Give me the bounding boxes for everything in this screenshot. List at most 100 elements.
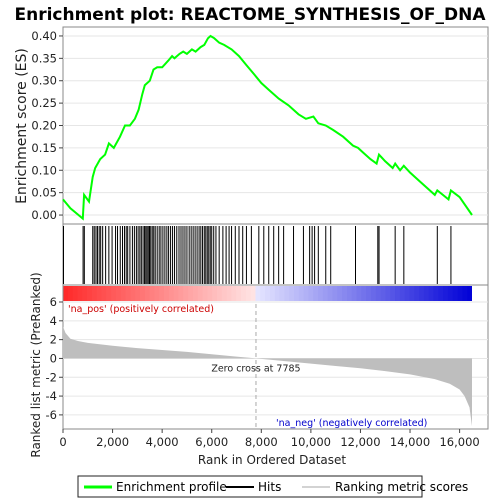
- color-bar-segment: [327, 286, 334, 301]
- color-bar-segment: [428, 286, 435, 301]
- color-bar-segment: [164, 286, 170, 301]
- color-bar-segment: [419, 286, 425, 301]
- ranking-y-tick-label: 4: [50, 314, 57, 328]
- color-bar-segment: [207, 286, 213, 301]
- color-bar-segment: [308, 286, 314, 301]
- color-bar-segment: [260, 286, 266, 301]
- hits-marks: [62, 226, 452, 284]
- color-bar-segment: [120, 286, 127, 301]
- color-bar-segment: [303, 286, 309, 301]
- color-bar-segment: [399, 286, 406, 301]
- es-y-tick-label: 0.10: [31, 163, 57, 177]
- x-axis-ticks: 0 2,000 4,000 6,000 8,000 10,000 12,000 14,000 1…: [59, 429, 480, 449]
- ranking-y-tick-label: -4: [46, 389, 57, 403]
- color-bar-segment: [447, 286, 454, 301]
- color-bar-segment: [149, 286, 156, 301]
- color-bar-segment: [197, 286, 204, 301]
- color-bar-segment: [366, 286, 372, 301]
- color-bar-segment: [318, 286, 324, 301]
- x-tick-label: 10,000: [291, 435, 331, 449]
- color-bar-segment: [390, 286, 396, 301]
- legend: Enrichment profile Hits Ranking metric s…: [77, 475, 468, 498]
- color-bar-segment: [77, 286, 83, 301]
- x-axis-label: Rank in Ordered Dataset: [198, 453, 346, 467]
- color-bar-segment: [414, 286, 420, 301]
- color-bar-segment: [241, 286, 247, 301]
- color-bar-segment: [404, 286, 411, 301]
- x-tick-label: 4,000: [146, 435, 179, 449]
- color-bar-segment: [265, 286, 271, 301]
- es-y-tick-label: 0.00: [31, 208, 57, 222]
- chart-title: Enrichment plot: REACTOME_SYNTHESIS_OF_D…: [14, 5, 486, 25]
- ranking-y-axis-label: Ranked list metric (PreRanked): [29, 272, 43, 457]
- color-bar-segment: [144, 286, 151, 301]
- color-bar-segment: [361, 286, 367, 301]
- color-bar-segment: [139, 286, 146, 301]
- ranking-color-bar: [63, 286, 488, 301]
- color-bar-segment: [298, 286, 305, 301]
- color-bar-segment: [87, 286, 93, 301]
- color-bar-segment: [250, 286, 257, 301]
- ranking-y-tick-label: 6: [50, 295, 57, 309]
- color-bar-segment: [433, 286, 439, 301]
- color-bar-segment: [370, 286, 377, 301]
- es-y-tick-label: 0.25: [31, 96, 57, 110]
- color-bar-segment: [293, 286, 300, 301]
- color-bar-segment: [395, 286, 401, 301]
- ranking-y-tick-label: -6: [46, 408, 57, 422]
- color-bar-tail: [472, 286, 488, 301]
- color-bar-segment: [346, 286, 353, 301]
- color-bar-segment: [183, 286, 189, 301]
- es-y-tick-label: 0.30: [31, 74, 57, 88]
- color-bar-segment: [245, 286, 252, 301]
- color-bar-segment: [91, 286, 98, 301]
- color-bar-segment: [226, 286, 233, 301]
- ranking-metric-area: [63, 326, 472, 427]
- zero-cross-label: Zero cross at 7785: [211, 363, 300, 374]
- color-bar-segment: [101, 286, 107, 301]
- color-bar-segment: [289, 286, 295, 301]
- color-bar-segment: [188, 286, 194, 301]
- color-bar-segment: [269, 286, 276, 301]
- color-bar-segment: [452, 286, 459, 301]
- color-bar-segment: [380, 286, 386, 301]
- color-bar-segment: [111, 286, 117, 301]
- color-bar-segment: [457, 286, 463, 301]
- color-bar-segment: [337, 286, 343, 301]
- color-bar-segment: [279, 286, 285, 301]
- x-tick-label: 16,000: [439, 435, 479, 449]
- color-bar-segment: [192, 286, 199, 301]
- color-bar-segment: [236, 286, 242, 301]
- color-bar-segment: [106, 286, 112, 301]
- color-bar-segment: [322, 286, 329, 301]
- ranking-y-tick-label: 2: [50, 333, 57, 347]
- es-gridlines: [63, 35, 488, 216]
- color-bar-segment: [212, 286, 218, 301]
- x-tick-label: 0: [59, 435, 66, 449]
- legend-label-enrichment: Enrichment profile: [116, 480, 227, 494]
- color-bar-segment: [438, 286, 444, 301]
- x-tick-label: 14,000: [390, 435, 430, 449]
- x-tick-label: 8,000: [245, 435, 278, 449]
- color-bar-segment: [467, 286, 473, 301]
- color-bar-segment: [159, 286, 165, 301]
- color-bar-segment: [409, 286, 415, 301]
- color-bar-segment: [423, 286, 430, 301]
- legend-label-hits: Hits: [258, 480, 281, 494]
- color-bar-segment: [332, 286, 338, 301]
- color-bar-segment: [375, 286, 382, 301]
- color-bar-segment: [115, 286, 122, 301]
- x-tick-label: 6,000: [195, 435, 228, 449]
- es-y-tick-label: 0.05: [31, 186, 57, 200]
- x-tick-label: 12,000: [340, 435, 380, 449]
- color-bar-segment: [168, 286, 175, 301]
- color-bar-segment: [342, 286, 348, 301]
- color-bar-segment: [135, 286, 141, 301]
- ranking-y-ticks: 6 4 2 0 -2 -4 -6: [46, 295, 63, 422]
- negative-label: 'na_neg' (negatively correlated): [276, 418, 427, 429]
- color-bar-segment: [216, 286, 223, 301]
- color-bar-segment: [82, 286, 88, 301]
- color-bar-segment: [231, 286, 237, 301]
- positive-label: 'na_pos' (positively correlated): [68, 304, 214, 315]
